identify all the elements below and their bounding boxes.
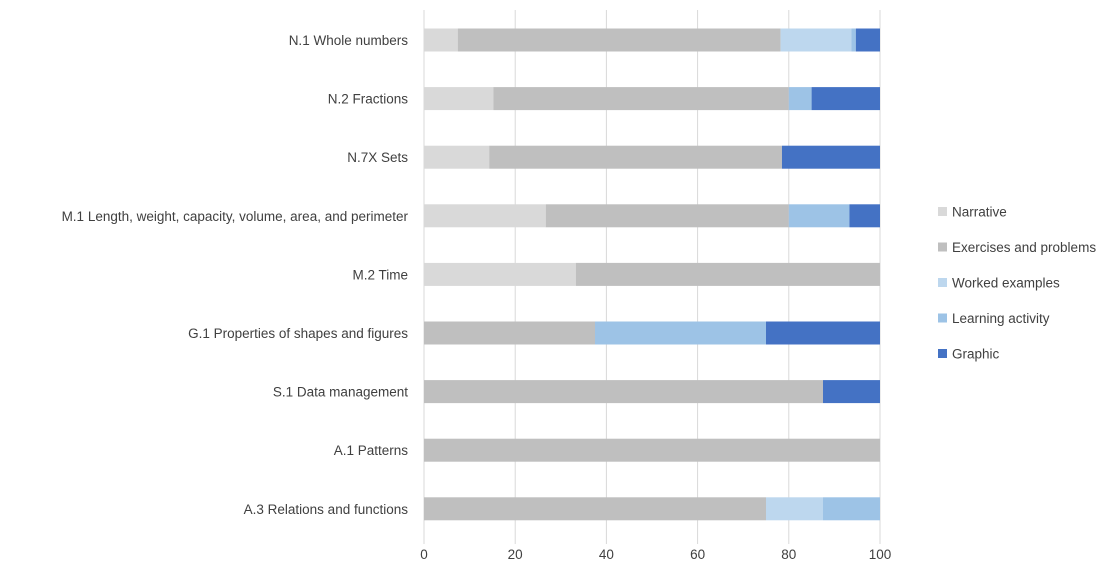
legend-item-learning-activity: Learning activity [938,311,1050,326]
bar-segment-worked-examples [766,497,823,521]
legend-swatch [938,242,947,252]
legend-label: Worked examples [952,276,1060,291]
bar-segment-graphic [766,321,880,345]
bar-segment-graphic [781,145,880,169]
bar-segment-graphic [823,380,880,404]
bar-segment-exercises-and-problems [424,497,766,521]
bar-segment-graphic [811,87,880,111]
bar-segment-exercises-and-problems [424,438,880,462]
category-labels: N.1 Whole numbers N.2 Fractions N.7X Sets M… [62,33,409,517]
legend-label: Learning activity [952,311,1050,326]
bar-segment-learning-activity [788,204,850,228]
category-label: M.1 Length, weight, capacity, volume, ar… [62,209,409,224]
legend-label: Graphic [952,347,1000,362]
category-label: S.1 Data management [273,385,408,400]
legend-label: Narrative [952,205,1007,220]
legend-label: Exercises and problems [952,240,1096,255]
bar-segment-narrative [424,28,458,52]
bars [424,28,880,521]
legend-item-graphic: Graphic [938,347,1000,362]
x-tick-label: 0 [420,547,428,562]
x-tick-label: 100 [869,547,892,562]
category-label: A.3 Relations and functions [244,502,409,517]
bar-segment-exercises-and-problems [457,28,781,52]
bar-segment-exercises-and-problems [545,204,789,228]
category-label: G.1 Properties of shapes and figures [188,326,408,341]
bar-segment-exercises-and-problems [575,262,880,286]
bar-segment-narrative [424,87,494,111]
bar-segment-graphic [855,28,880,52]
category-label: N.1 Whole numbers [289,33,409,48]
x-tick-label: 40 [599,547,614,562]
x-tick-label: 80 [781,547,796,562]
legend-swatch [938,313,947,323]
x-axis-ticks: 0 20 40 60 80 100 [420,547,891,562]
bar-segment-learning-activity [851,28,856,52]
legend-swatch [938,349,947,358]
bar-segment-narrative [424,204,546,228]
legend-item-worked-examples: Worked examples [938,276,1060,291]
bar-segment-exercises-and-problems [493,87,789,111]
bar-segment-exercises-and-problems [424,380,823,404]
bar-segment-learning-activity [788,87,812,111]
bar-segment-exercises-and-problems [489,145,782,169]
legend-swatch [938,207,947,216]
bar-segment-learning-activity [823,497,880,521]
category-label: M.2 Time [352,267,408,282]
bar-segment-narrative [424,262,576,286]
legend-item-exercises-and-problems: Exercises and problems [938,240,1096,255]
legend-item-narrative: Narrative [938,205,1007,220]
bar-segment-worked-examples [780,28,852,52]
category-label: N.7X Sets [347,150,408,165]
legend: Narrative Exercises and problems Worked ex… [938,205,1096,362]
legend-swatch [938,278,947,287]
bar-segment-learning-activity [595,321,766,345]
category-label: A.1 Patterns [334,443,409,458]
bar-segment-narrative [424,145,490,169]
category-label: N.2 Fractions [328,92,409,107]
x-tick-label: 20 [508,547,523,562]
x-tick-label: 60 [690,547,705,562]
bar-segment-graphic [849,204,880,228]
bar-segment-exercises-and-problems [424,321,595,345]
